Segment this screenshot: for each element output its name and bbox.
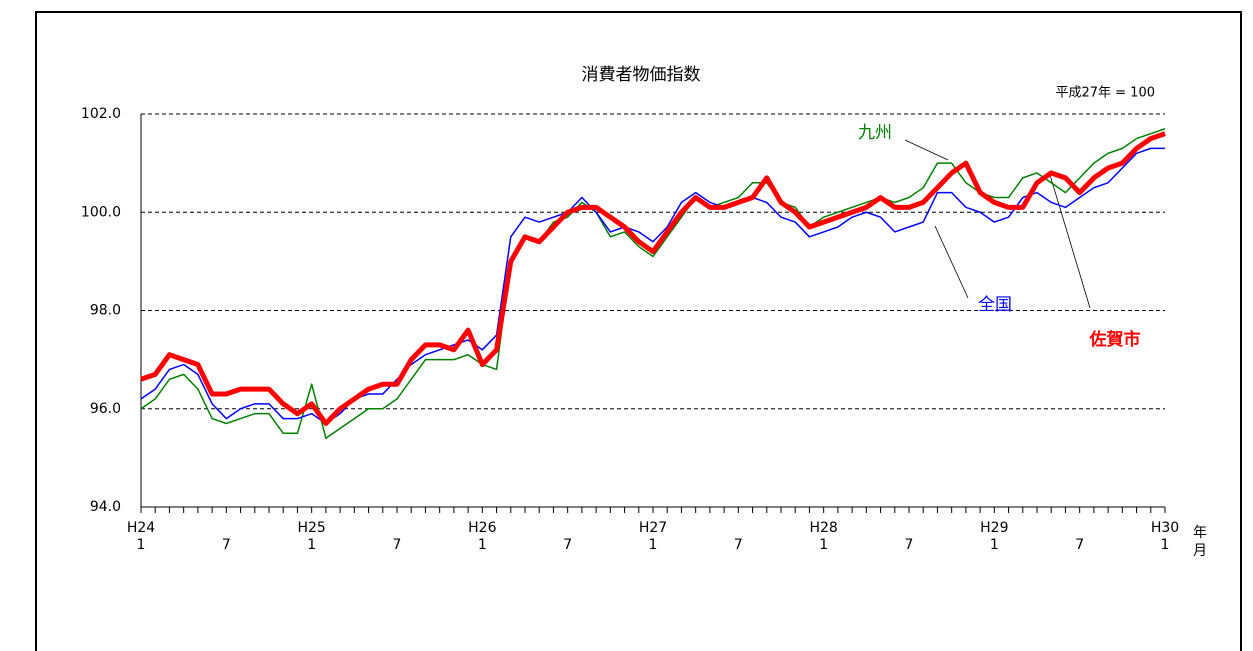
- x-era-label: H25: [297, 520, 325, 536]
- series-label: 九州: [858, 123, 892, 143]
- y-tick-label: 102.0: [81, 106, 121, 122]
- leader-line: [934, 225, 969, 299]
- leader-line: [904, 139, 949, 161]
- x-tick-label: 7: [734, 537, 743, 553]
- x-era-label: H30: [1151, 520, 1179, 536]
- x-tick-label: 1: [478, 537, 487, 553]
- x-tick-label: 1: [649, 537, 658, 553]
- x-tick-label: 1: [990, 537, 999, 553]
- y-tick-label: 96.0: [90, 401, 121, 417]
- x-era-label: H24: [127, 520, 155, 536]
- x-tick-label: 7: [905, 537, 914, 553]
- series-line: [140, 131, 1166, 426]
- x-tick-label: 7: [222, 537, 231, 553]
- x-tick-label: 1: [307, 537, 316, 553]
- x-tick-label: 7: [1075, 537, 1084, 553]
- frame: [35, 11, 1242, 651]
- x-era-label: H27: [639, 520, 667, 536]
- chart-title: 消費者物価指数: [582, 65, 701, 85]
- leader-line: [1049, 174, 1091, 309]
- y-tick-label: 100.0: [81, 204, 121, 220]
- x-tick-label: 1: [137, 537, 146, 553]
- series-line: [140, 147, 1165, 425]
- y-tick-label: 94.0: [90, 499, 121, 515]
- x-era-label: H29: [980, 520, 1008, 536]
- annotation: 平成27年 = 100: [1055, 86, 1155, 101]
- x-era-label: H26: [468, 520, 496, 536]
- series-label: 全国: [978, 295, 1012, 315]
- x-tick-label: 7: [563, 537, 572, 553]
- x-tick-label: 1: [1161, 537, 1170, 553]
- series-line: [140, 128, 1166, 439]
- x-tick-label: 7: [393, 537, 402, 553]
- x-tick-label: 1: [819, 537, 828, 553]
- x-unit-label: 年: [1193, 525, 1207, 541]
- x-unit-label: 月: [1193, 543, 1207, 559]
- y-tick-label: 98.0: [90, 303, 121, 319]
- series-label: 佐賀市: [1089, 329, 1141, 350]
- x-era-label: H28: [809, 520, 837, 536]
